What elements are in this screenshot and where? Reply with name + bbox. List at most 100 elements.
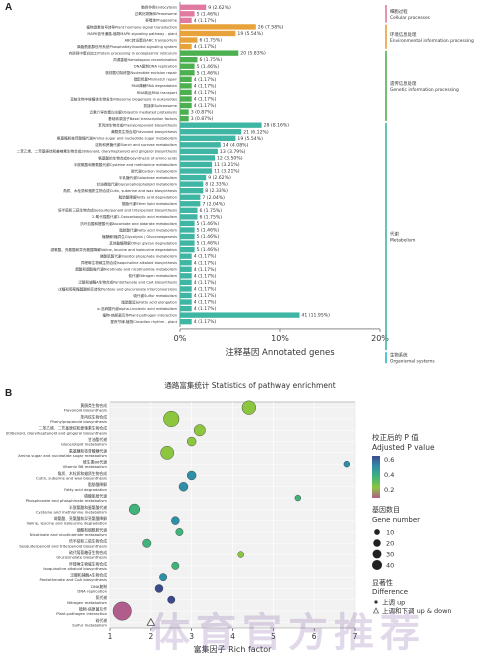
bar-data-label: 4 (1.17%) [194, 267, 217, 273]
y-tick-label: 核苷酸切除修复Nucleotide excision repair [105, 70, 177, 75]
y-tick-label: 氮代谢Nitrogen metabolism [128, 273, 177, 278]
bar [180, 305, 192, 312]
bar [180, 181, 204, 187]
legend-shape-triangle [373, 607, 379, 614]
legend-shape-circle [374, 600, 378, 604]
y-tick-label: 植物激素信号转导Plant hormone signal transductio… [86, 24, 177, 29]
y-tick-label-zh: 氮代谢 [96, 595, 108, 600]
legend-color-tick: 0.2 [384, 486, 394, 494]
bar-data-label: 4 (1.17%) [194, 293, 217, 299]
bar-data-label: 9 (2.62%) [208, 175, 231, 181]
bar [180, 4, 207, 10]
bar [180, 17, 192, 24]
y-tick-label-zh: DNA复制 [91, 584, 107, 589]
bar-data-label: 19 (5.54%) [237, 31, 263, 37]
chart-title: 通路富集统计 Statistics of pathway enrichment [164, 380, 335, 390]
bar [180, 96, 192, 102]
bar-data-label: 4 (1.17%) [194, 273, 217, 279]
point-circle [142, 538, 152, 548]
y-tick-label-zh: 泛酸和辅酶A生物合成 [70, 573, 107, 578]
panel-b-label: B [5, 388, 13, 399]
y-tick-label: ABC转运蛋白ABC transporters [125, 37, 178, 42]
y-tick-label-zh: 硫代谢 [96, 618, 108, 623]
y-tick-label: 过氧化物酶体Peroxisome [135, 11, 178, 16]
y-tick-label-zh: 倍半萜和三萜生物合成 [69, 539, 107, 544]
point-circle [128, 503, 141, 515]
y-tick-label: MAPK信号通路-植物MAPK signaling pathway - plan… [87, 31, 177, 36]
group-label-zh: 遗传信息处理 [390, 80, 417, 87]
y-tick-label: 胞吞作用Endocytosis [141, 5, 177, 10]
y-tick-label: 异喹啉生物碱生物合成Isoquinoline alkaloid biosynth… [81, 260, 177, 265]
bar [180, 279, 192, 286]
y-tick-label: 植物-病原菌互作Plant-pathogen interaction [102, 312, 177, 317]
bar-data-label: 26 (7.58%) [258, 24, 284, 30]
point-circle [112, 601, 132, 621]
bar-data-label: 5 (1.46%) [197, 64, 220, 70]
bar [180, 174, 207, 181]
bar [180, 11, 195, 17]
bar-data-label: 12 (3.50%) [217, 155, 243, 161]
point-circle [237, 551, 244, 558]
y-tick-label: 脂肪酸延长Fatty acid elongation [121, 299, 177, 304]
bar-data-label: 11 (3.21%) [214, 169, 240, 175]
group-label-en: Environmental information processing [390, 38, 474, 44]
y-tick-label: 氨基酸的生物合成Biosynthesis of amino acids [98, 155, 177, 160]
bar [180, 188, 204, 194]
bar-data-label: 6 (1.75%) [200, 208, 223, 214]
y-tick-label: 泛酸和辅酶A生物合成Pantothenate and CoA biosynthe… [78, 280, 177, 285]
y-tick-label-en: DNA replication [77, 588, 107, 593]
bar [180, 253, 192, 259]
bar-data-label: 9 (2.62%) [208, 5, 231, 11]
bar [180, 57, 198, 63]
legend-size-tick: 20 [386, 540, 394, 548]
bar-data-label: 3 (0.87%) [191, 110, 214, 116]
x-tick-label: 10% [271, 334, 289, 343]
bar [180, 168, 213, 174]
bar [180, 129, 242, 135]
y-tick-label-en: Plant-pathogen interaction [56, 611, 107, 616]
x-axis-title: 富集因子 Rich factor [194, 644, 272, 654]
bar-data-label: 19 (5.54%) [237, 136, 263, 142]
bar-data-label: 41 (11.95%) [302, 313, 331, 319]
bar [180, 43, 192, 50]
bar-data-label: 4 (1.17%) [194, 83, 217, 89]
y-tick-label-zh: 植物-病原菌互作 [79, 606, 107, 611]
bar-data-label: 4 (1.17%) [194, 254, 217, 260]
legend-shape-updown: 上调和下调 up & down [382, 606, 452, 615]
y-tick-label-en: Nitrogen metabolism [67, 600, 107, 605]
y-tick-label-zh: 硫代葡萄糖苷生物合成 [69, 550, 107, 555]
point-circle [167, 595, 176, 604]
bar-data-label: 5 (1.46%) [197, 221, 220, 227]
y-tick-label: 醚脂代谢Ether lipid metabolism [122, 201, 178, 206]
point-circle [175, 528, 184, 536]
y-tick-label-zh: 黄酮类生物合成 [80, 403, 107, 408]
group-label-en: Metabolism [390, 238, 415, 244]
y-tick-label: 抗坏血酸和醛酸代谢Ascorbate and aldarate metaboli… [80, 221, 177, 226]
point-circle [343, 460, 351, 468]
bar [180, 201, 201, 207]
y-tick-label-en: Valine, leucine and isoleucine degradati… [27, 521, 108, 526]
y-tick-label-en: Phosphonate and phosphinate metabolism [26, 498, 108, 503]
y-tick-label: 其他聚糖降解Other glycan degradation [109, 240, 177, 245]
y-tick-label: RNA转运RNA transport [137, 90, 178, 95]
x-tick-label: 1 [108, 632, 113, 641]
y-tick-label: 半胱氨酸和蛋氨酸代谢Cysteine and methionine metabo… [74, 162, 178, 167]
y-tick-label: 烟酸和烟酰胺代谢Nicotinate and nicotinamide meta… [75, 267, 177, 272]
bar [180, 122, 262, 128]
y-tick-label: 糖酵解/糖异生Glycolysis / Gluconeogenesis [102, 234, 177, 239]
legend-size-tick: 10 [386, 529, 394, 537]
y-tick-label-zh: 苯丙烷生物合成 [80, 414, 107, 419]
legend-color-title-en: Adjusted P value [372, 443, 435, 452]
bar [180, 266, 192, 272]
y-tick-label: 角质、木栓质和蜡质生物合成Cutin, suberine and wax bio… [63, 188, 177, 193]
x-tick-label: 0% [174, 334, 187, 343]
point-circle [186, 436, 197, 447]
bar [180, 161, 213, 168]
legend-color-tick: 0.4 [384, 471, 394, 479]
group-label-zh: 环境信息处理 [390, 31, 417, 38]
group-label-zh: 生物系统 [390, 352, 408, 359]
y-tick-label-zh: 半胱氨酸和蛋氨酸代谢 [69, 505, 107, 510]
y-tick-label: RNA降解RNA degradation [132, 83, 177, 88]
bar-data-label: 8 (2.33%) [205, 182, 228, 188]
y-tick-label: 硫代谢Sulfur metabolism [133, 293, 177, 298]
